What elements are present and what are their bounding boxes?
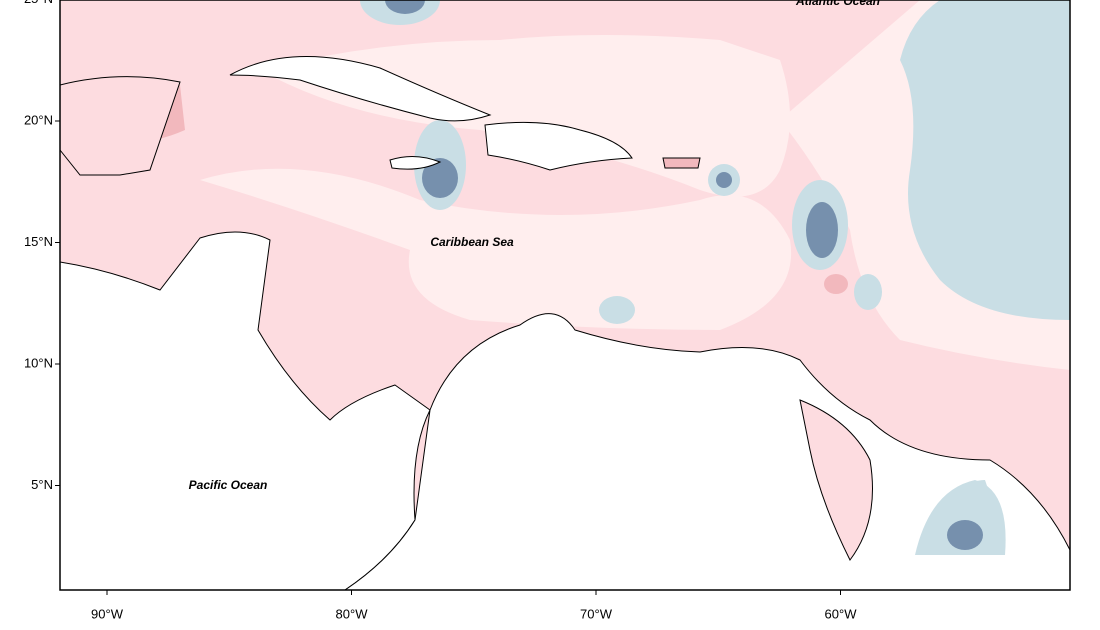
lat-tick-label: 20°N — [24, 112, 53, 127]
land-cuba — [229, 56, 492, 122]
anomaly-blue — [900, 0, 1070, 320]
anomaly-blue — [915, 480, 1006, 555]
lon-tick-label: 90°W — [91, 606, 124, 621]
lon-tick-label: 80°W — [336, 606, 369, 621]
anomaly-dark — [422, 158, 458, 198]
lat-tick-label: 15°N — [24, 234, 53, 249]
lat-tick-label: 10°N — [24, 355, 53, 370]
anomaly-dark — [947, 520, 983, 550]
anomaly-light — [200, 168, 792, 330]
land-guiana — [799, 399, 873, 561]
land-hispaniola — [484, 121, 633, 171]
lat-tick-label: 5°N — [31, 477, 53, 492]
land-jamaica — [389, 156, 442, 170]
land-puerto-rico — [662, 157, 701, 169]
anomaly-blue — [854, 274, 882, 310]
ocean-label: Pacific Ocean — [189, 478, 268, 492]
ocean-label: Atlantic Ocean — [795, 0, 880, 8]
anomaly-dark — [716, 172, 732, 188]
anomaly-blue — [599, 296, 635, 324]
land-yucatan — [60, 76, 181, 176]
lon-tick-label: 60°W — [825, 606, 858, 621]
lat-tick-label: 25°N — [24, 0, 53, 6]
lon-tick-label: 70°W — [580, 606, 613, 621]
map-frame — [59, 0, 1071, 591]
anomaly-red — [824, 274, 848, 294]
map-body — [60, 0, 1070, 590]
land-south-america — [344, 313, 1070, 590]
anomaly-dark — [385, 0, 425, 14]
anomaly-dark — [806, 202, 838, 258]
ocean-label: Caribbean Sea — [430, 235, 514, 249]
